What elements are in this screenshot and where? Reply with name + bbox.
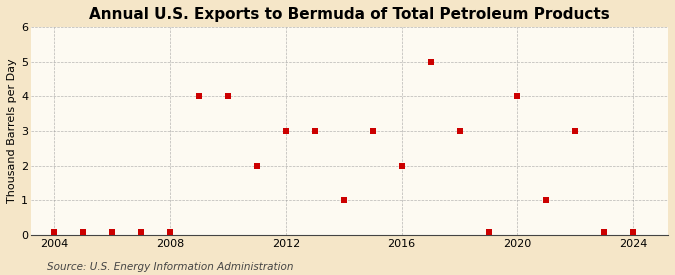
Point xyxy=(49,230,59,234)
Point xyxy=(223,94,234,99)
Point xyxy=(252,163,263,168)
Text: Source: U.S. Energy Information Administration: Source: U.S. Energy Information Administ… xyxy=(47,262,294,272)
Point xyxy=(599,230,610,234)
Y-axis label: Thousand Barrels per Day: Thousand Barrels per Day xyxy=(7,59,17,203)
Point xyxy=(541,198,552,202)
Point xyxy=(280,129,291,133)
Point xyxy=(396,163,407,168)
Point xyxy=(454,129,465,133)
Point xyxy=(570,129,580,133)
Point xyxy=(338,198,349,202)
Point xyxy=(512,94,523,99)
Point xyxy=(309,129,320,133)
Point xyxy=(367,129,378,133)
Point xyxy=(194,94,205,99)
Point xyxy=(425,60,436,64)
Point xyxy=(136,230,146,234)
Point xyxy=(107,230,117,234)
Point xyxy=(483,230,494,234)
Point xyxy=(78,230,88,234)
Point xyxy=(165,230,176,234)
Point xyxy=(628,230,639,234)
Title: Annual U.S. Exports to Bermuda of Total Petroleum Products: Annual U.S. Exports to Bermuda of Total … xyxy=(89,7,610,22)
